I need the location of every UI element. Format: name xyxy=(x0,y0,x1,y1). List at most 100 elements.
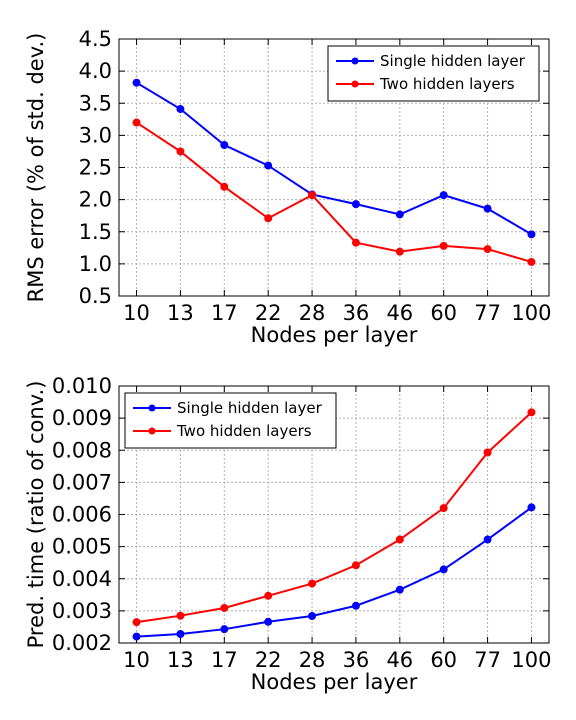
y-tick-label: 0.007 xyxy=(52,470,112,494)
legend-marker xyxy=(148,427,156,435)
legend-box xyxy=(327,45,540,102)
x-axis-label: Nodes per layer xyxy=(251,323,418,347)
data-point xyxy=(132,78,141,87)
y-tick-label: 0.004 xyxy=(52,567,112,591)
data-point xyxy=(132,632,141,641)
data-point xyxy=(439,565,448,574)
legend-label: Two hidden layers xyxy=(176,422,312,440)
x-tick-label: 22 xyxy=(255,648,282,672)
y-tick-label: 2.0 xyxy=(79,188,112,212)
x-tick-label: 46 xyxy=(386,648,413,672)
legend-label: Two hidden layers xyxy=(379,75,515,93)
y-tick-label: 0.005 xyxy=(52,535,112,559)
legend-marker xyxy=(351,57,359,65)
x-tick-label: 10 xyxy=(123,301,150,325)
data-point xyxy=(176,611,185,620)
series-line xyxy=(136,411,533,624)
data-point xyxy=(483,204,492,213)
data-point xyxy=(527,408,536,417)
data-point xyxy=(220,603,229,612)
x-tick-label: 77 xyxy=(474,301,501,325)
chart-panel-2: 0.002 0.003 0.004 0.005 0.006 0.007 0.008 0.009… xyxy=(24,374,551,694)
data-point xyxy=(395,535,404,544)
legend-box xyxy=(124,392,337,449)
y-tick-label: 1.0 xyxy=(79,252,112,276)
legend: Single hidden layer Two hidden layers xyxy=(124,392,337,449)
data-point xyxy=(395,210,404,219)
data-point xyxy=(483,535,492,544)
y-tick-label: 2.5 xyxy=(79,156,112,180)
y-tick-label: 0.006 xyxy=(52,503,112,527)
data-point xyxy=(527,257,536,266)
plot-frame xyxy=(118,385,550,644)
data-point xyxy=(132,618,141,627)
legend: Single hidden layer Two hidden layers xyxy=(327,45,540,102)
y-tick-label: 0.003 xyxy=(52,599,112,623)
x-tick-label: 100 xyxy=(511,648,551,672)
x-tick-label: 17 xyxy=(211,301,238,325)
legend-label: Single hidden layer xyxy=(380,52,526,70)
data-point xyxy=(527,230,536,239)
legend-marker xyxy=(148,404,156,412)
y-tick-label: 4.5 xyxy=(79,27,112,51)
series-line xyxy=(136,506,533,638)
x-axis-label: Nodes per layer xyxy=(251,670,418,694)
x-tick-label: 13 xyxy=(167,648,194,672)
x-tick-label: 46 xyxy=(386,301,413,325)
data-point xyxy=(439,241,448,250)
data-point xyxy=(483,448,492,457)
y-axis-label: RMS error (% of std. dev.) xyxy=(24,33,48,303)
chart-panel-1: 0.5 1.0 1.5 2.0 2.5 3.0 3.5 4.0 4.5 10 13 17 22 28 36 4… xyxy=(24,27,551,347)
y-tick-label: 0.009 xyxy=(52,406,112,430)
data-point xyxy=(439,191,448,200)
series-line xyxy=(136,81,532,236)
x-tick-label: 36 xyxy=(343,301,370,325)
data-point xyxy=(308,579,317,588)
x-tick-label: 60 xyxy=(430,648,457,672)
data-point xyxy=(395,585,404,594)
y-tick-label: 0.008 xyxy=(52,438,112,462)
data-point xyxy=(264,591,273,600)
data-point xyxy=(351,561,360,570)
x-tick-label: 22 xyxy=(255,301,282,325)
data-point xyxy=(308,612,317,621)
data-point xyxy=(395,247,404,256)
x-tick-label: 28 xyxy=(299,301,326,325)
data-point xyxy=(176,630,185,639)
data-point xyxy=(439,504,448,513)
data-point xyxy=(220,182,229,191)
data-point xyxy=(264,214,273,223)
x-tick-label: 36 xyxy=(343,648,370,672)
y-tick-label: 0.5 xyxy=(79,284,112,308)
data-point xyxy=(483,245,492,254)
x-tick-label: 10 xyxy=(123,648,150,672)
y-axis-label: Pred. time (ratio of conv.) xyxy=(24,381,48,649)
x-tick-label: 13 xyxy=(167,301,194,325)
x-tick-label: 17 xyxy=(211,648,238,672)
data-point xyxy=(351,601,360,610)
data-point xyxy=(176,105,185,114)
data-point xyxy=(220,141,229,150)
y-tick-label: 0.010 xyxy=(52,374,112,398)
legend-label: Single hidden layer xyxy=(177,399,323,417)
plot-frame xyxy=(118,38,550,297)
y-tick-label: 3.5 xyxy=(79,91,112,115)
y-tick-label: 4.0 xyxy=(79,59,112,83)
y-tick-label: 3.0 xyxy=(79,123,112,147)
x-tick-label: 77 xyxy=(474,648,501,672)
series-line xyxy=(136,121,532,263)
x-tick-label: 60 xyxy=(430,301,457,325)
data-point xyxy=(527,503,536,512)
data-point xyxy=(176,147,185,156)
x-tick-label: 28 xyxy=(299,648,326,672)
data-point xyxy=(351,200,360,209)
data-point xyxy=(264,161,273,170)
legend-marker xyxy=(351,80,359,88)
data-point xyxy=(308,191,317,200)
y-tick-label: 1.5 xyxy=(79,220,112,244)
data-point xyxy=(264,617,273,626)
y-tick-label: 0.002 xyxy=(52,631,112,655)
data-point xyxy=(220,625,229,634)
data-point xyxy=(132,118,141,127)
